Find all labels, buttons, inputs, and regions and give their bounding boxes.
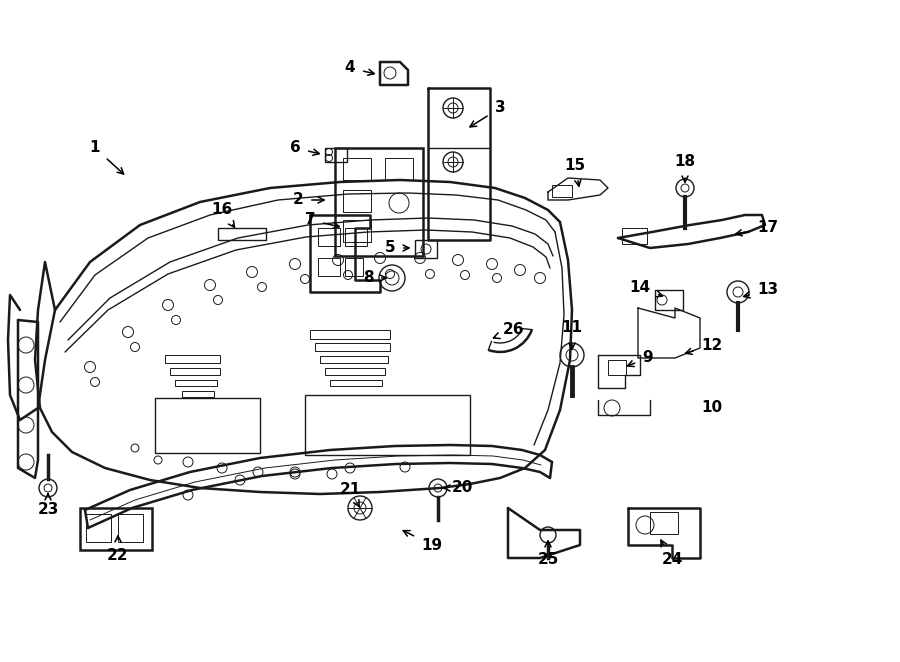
Text: 16: 16 bbox=[212, 203, 235, 227]
Text: 18: 18 bbox=[674, 154, 696, 182]
Text: 7: 7 bbox=[305, 213, 339, 228]
Text: 20: 20 bbox=[443, 481, 473, 495]
Bar bbox=[310, 330, 390, 339]
Bar bbox=[318, 258, 340, 276]
Bar bbox=[622, 228, 647, 244]
Text: 15: 15 bbox=[564, 158, 586, 186]
Bar bbox=[343, 220, 371, 242]
Text: 11: 11 bbox=[562, 320, 582, 349]
Text: 14: 14 bbox=[629, 281, 662, 297]
Bar bbox=[218, 228, 266, 240]
Text: 23: 23 bbox=[37, 494, 58, 518]
Text: 10: 10 bbox=[701, 401, 723, 416]
Bar bbox=[650, 512, 678, 534]
Bar bbox=[345, 228, 367, 246]
Text: 4: 4 bbox=[345, 60, 374, 75]
Bar bbox=[335, 148, 423, 256]
Bar bbox=[320, 356, 388, 363]
Text: 19: 19 bbox=[403, 531, 443, 553]
Text: 3: 3 bbox=[470, 101, 505, 127]
Text: 13: 13 bbox=[743, 283, 778, 298]
Bar bbox=[155, 398, 260, 453]
Bar bbox=[385, 158, 413, 180]
Bar bbox=[345, 258, 363, 276]
Bar bbox=[86, 514, 111, 542]
Text: 12: 12 bbox=[686, 338, 723, 354]
Text: 5: 5 bbox=[384, 240, 410, 256]
Bar bbox=[182, 391, 214, 397]
Text: 2: 2 bbox=[292, 193, 324, 207]
Bar bbox=[175, 380, 217, 386]
Bar bbox=[170, 368, 220, 375]
Text: 8: 8 bbox=[363, 271, 386, 285]
Text: 6: 6 bbox=[290, 140, 320, 156]
Bar bbox=[330, 380, 382, 386]
Text: 17: 17 bbox=[736, 220, 778, 236]
Bar bbox=[305, 395, 470, 455]
Bar bbox=[80, 508, 152, 550]
Text: 25: 25 bbox=[537, 541, 559, 567]
Bar bbox=[325, 148, 347, 162]
Bar bbox=[118, 514, 143, 542]
Bar bbox=[608, 360, 626, 375]
Bar bbox=[343, 190, 371, 212]
Bar bbox=[325, 368, 385, 375]
Bar bbox=[552, 185, 572, 197]
Text: 21: 21 bbox=[339, 483, 361, 506]
Bar bbox=[318, 228, 340, 246]
Bar bbox=[655, 290, 683, 310]
Bar bbox=[343, 158, 371, 180]
Bar bbox=[415, 240, 437, 258]
Text: 22: 22 bbox=[107, 536, 129, 563]
Text: 24: 24 bbox=[661, 540, 683, 567]
Bar bbox=[165, 355, 220, 363]
Text: 1: 1 bbox=[90, 140, 123, 174]
Text: 26: 26 bbox=[493, 322, 525, 338]
Bar bbox=[315, 343, 390, 351]
Text: 9: 9 bbox=[627, 350, 653, 367]
